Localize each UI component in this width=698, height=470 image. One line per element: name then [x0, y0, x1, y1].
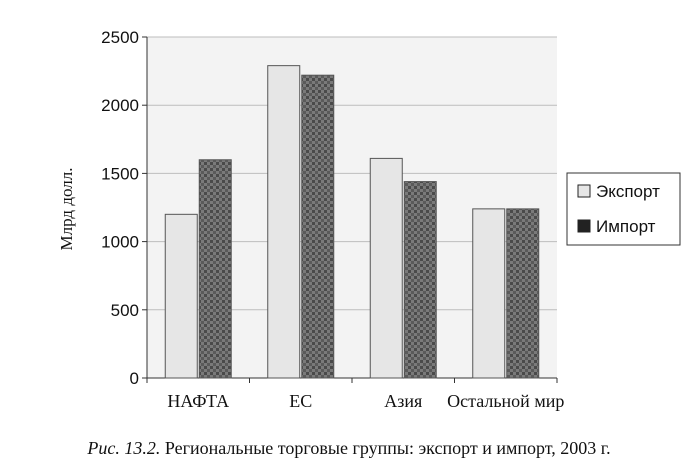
bar-import	[403, 181, 437, 379]
legend-label-export: Экспорт	[596, 182, 660, 201]
x-axis: НАФТА ЕС Азия Остальной мир	[146, 377, 564, 411]
legend: Экспорт Импорт	[566, 172, 681, 246]
y-tick-label: 1500	[101, 164, 139, 183]
figure-number: Рис. 13.2.	[87, 438, 161, 458]
y-axis: 0 500 1000 1500 2000 2500	[101, 28, 148, 388]
x-category-label: Азия	[384, 391, 422, 411]
x-category-label: ЕС	[289, 391, 312, 411]
legend-swatch-export	[577, 184, 591, 198]
bars	[164, 65, 540, 379]
y-tick-label: 500	[111, 301, 139, 320]
figure-caption: Рис. 13.2. Региональные торговые группы:…	[0, 438, 698, 459]
y-tick-label: 2000	[101, 96, 139, 115]
legend-label-import: Импорт	[596, 217, 656, 236]
y-tick-label: 2500	[101, 28, 139, 47]
bar-import	[198, 159, 232, 379]
y-tick-label: 1000	[101, 233, 139, 252]
legend-item-import: Импорт	[577, 217, 656, 236]
bar-export	[267, 65, 301, 379]
bar-export	[472, 208, 506, 379]
legend-item-export: Экспорт	[577, 182, 660, 201]
y-axis-label: Млрд долл.	[57, 168, 76, 251]
x-category-label: Остальной мир	[447, 391, 564, 411]
x-category-label: НАФТА	[167, 391, 229, 411]
y-tick-label: 0	[130, 369, 139, 388]
bar-import	[301, 74, 335, 379]
bar-import	[506, 208, 540, 379]
figure-caption-text: Региональные торговые группы: экспорт и …	[164, 438, 611, 458]
bar-export	[369, 157, 403, 379]
bar-export	[164, 213, 198, 379]
legend-swatch-import	[577, 219, 591, 233]
bar-chart: 0 500 1000 1500 2000 2500 НАФТА ЕС Азия Остально…	[57, 28, 681, 411]
